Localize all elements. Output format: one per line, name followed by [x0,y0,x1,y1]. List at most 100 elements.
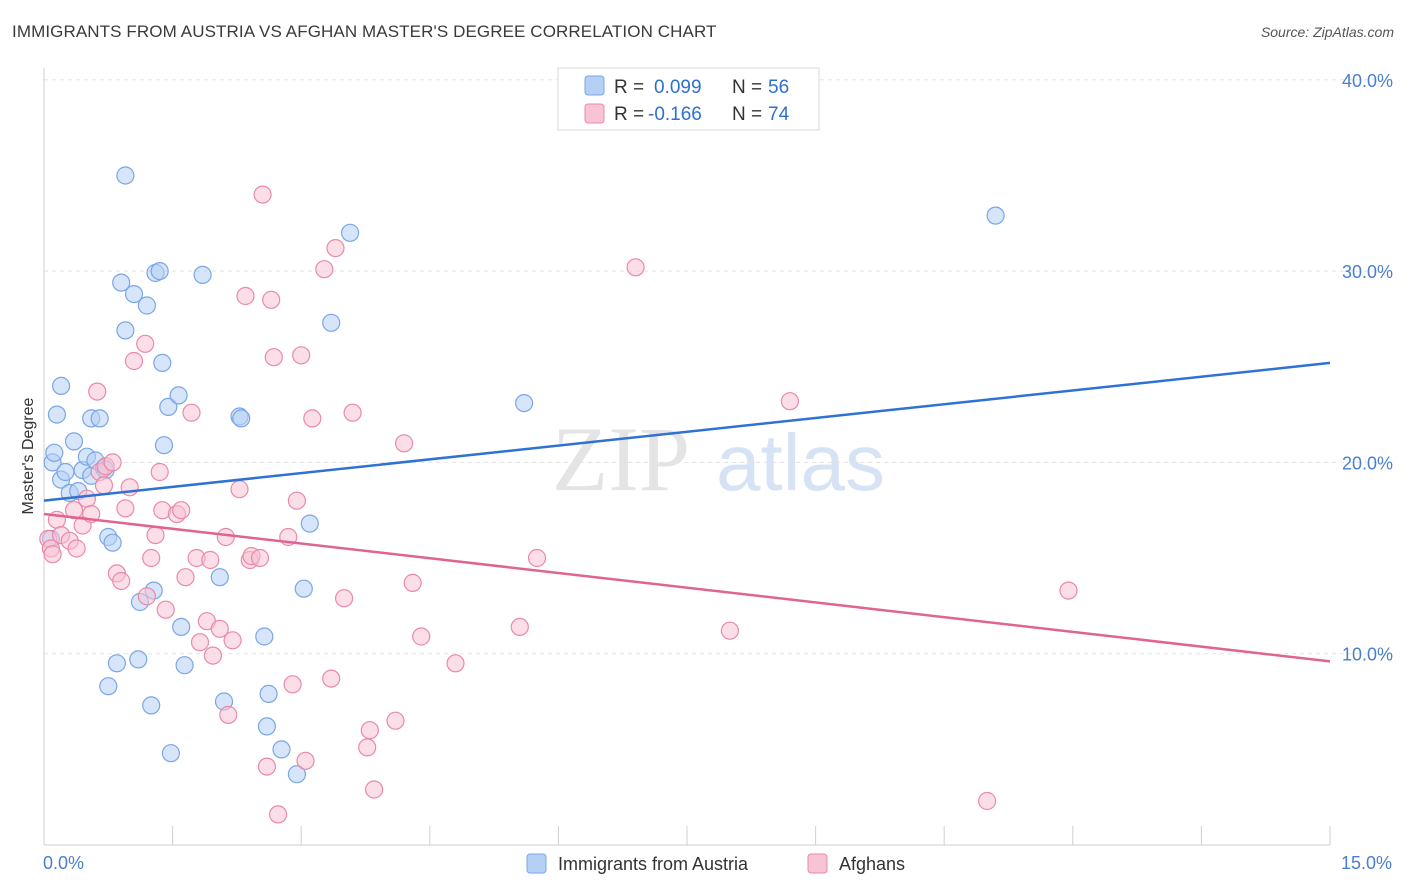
point-afghans-22 [137,587,156,606]
point-afghans-69 [446,654,465,673]
point-afghans-37 [210,619,229,638]
point-afghans-23 [142,548,161,568]
point-afghans-67 [403,573,422,593]
series-afghans-points [39,185,1078,824]
point-afghans-9 [77,489,97,508]
point-austria-21 [107,654,127,673]
point-afghans-76 [1059,581,1078,600]
point-austria-4 [51,376,71,395]
point-afghans-17 [112,571,131,591]
point-afghans-72 [626,258,645,277]
point-austria-15 [90,409,109,428]
point-afghans-55 [296,751,315,770]
point-afghans-40 [223,631,242,650]
point-afghans-2 [43,545,62,564]
point-afghans-62 [358,738,377,757]
chart-title: IMMIGRANTS FROM AUSTRIA VS AFGHAN MASTER… [12,22,717,41]
point-afghans-73 [720,621,740,640]
point-austria-54 [514,394,534,413]
point-afghans-36 [203,646,222,665]
point-austria-22 [112,273,131,292]
point-afghans-29 [172,501,191,520]
point-afghans-52 [283,675,302,694]
chart-source: Source: ZipAtlas.com [1260,24,1394,40]
point-afghans-31 [182,403,201,422]
series-legend-swatch-austria [526,853,547,874]
point-austria-20 [99,677,118,696]
point-afghans-48 [262,290,281,309]
point-afghans-42 [236,286,255,306]
point-afghans-33 [190,633,210,652]
point-afghans-49 [264,348,283,367]
point-afghans-53 [287,491,306,510]
point-austria-48 [272,740,291,759]
point-afghans-20 [124,351,144,371]
point-afghans-15 [103,453,122,472]
trend-line-austria [43,361,1331,502]
x-tick-label-max: 15.0% [1341,853,1392,873]
point-austria-8 [64,432,84,451]
point-afghans-7 [67,539,86,558]
y-axis-label: Master's Degree [20,397,37,514]
point-austria-44 [232,409,251,428]
point-austria-23 [116,166,135,185]
point-afghans-71 [527,548,547,568]
legend-r-value-afghans: -0.166 [648,104,702,125]
point-afghans-35 [201,550,220,570]
series-legend: Immigrants from Austria Afghans [526,853,905,874]
legend-r-value-austria: 0.099 [654,77,702,98]
point-austria-32 [150,262,169,281]
point-austria-50 [294,579,313,598]
y-tick-label-0: 10.0% [1342,645,1393,665]
series-legend-label-afghans: Afghans [839,854,905,874]
point-afghans-74 [780,392,800,411]
point-afghans-63 [360,721,379,740]
y-tick-label-1: 20.0% [1342,453,1393,473]
series-legend-label-austria: Immigrants from Austria [558,854,749,874]
legend-n-value-afghans: 74 [768,104,790,125]
point-austria-33 [153,353,172,372]
point-austria-53 [341,223,360,242]
point-afghans-38 [216,527,235,547]
point-afghans-64 [365,780,384,799]
point-austria-37 [169,386,188,405]
point-afghans-58 [322,669,341,688]
point-afghans-24 [146,525,165,545]
point-austria-41 [210,568,229,587]
point-austria-3 [47,405,67,424]
point-afghans-59 [326,239,345,258]
point-afghans-45 [250,548,270,568]
point-austria-25 [124,285,144,304]
point-austria-52 [322,313,341,332]
y-tick-label-2: 30.0% [1342,262,1393,282]
watermark-zip: ZIP [552,408,690,510]
legend-n-value-austria: 56 [768,77,789,98]
point-austria-28 [137,296,156,315]
point-afghans-75 [977,791,997,811]
point-afghans-47 [257,757,276,776]
point-austria-24 [116,321,135,340]
x-tick-label-min: 0.0% [43,853,84,873]
legend-swatch-afghans [584,103,605,124]
point-austria-6 [56,462,75,482]
point-afghans-11 [88,382,107,401]
point-austria-26 [129,650,148,669]
point-austria-46 [257,717,276,736]
point-afghans-25 [150,462,169,482]
trend-line-afghans [43,512,1331,663]
point-austria-38 [172,617,191,637]
point-austria-51 [300,514,319,533]
point-afghans-70 [510,617,529,637]
y-tick-label-3: 40.0% [1342,71,1393,91]
point-austria-49 [287,765,306,784]
point-afghans-50 [269,805,288,824]
point-afghans-39 [219,705,238,725]
legend-r-label-austria: R = [614,77,644,98]
trend-lines [43,361,1331,663]
stats-legend: R = 0.099 N = 56 R = -0.166 N = 74 [557,67,820,131]
point-afghans-30 [176,568,195,587]
watermark-atlas: atlas [716,418,885,507]
point-afghans-57 [315,260,334,279]
point-austria-35 [159,397,178,416]
